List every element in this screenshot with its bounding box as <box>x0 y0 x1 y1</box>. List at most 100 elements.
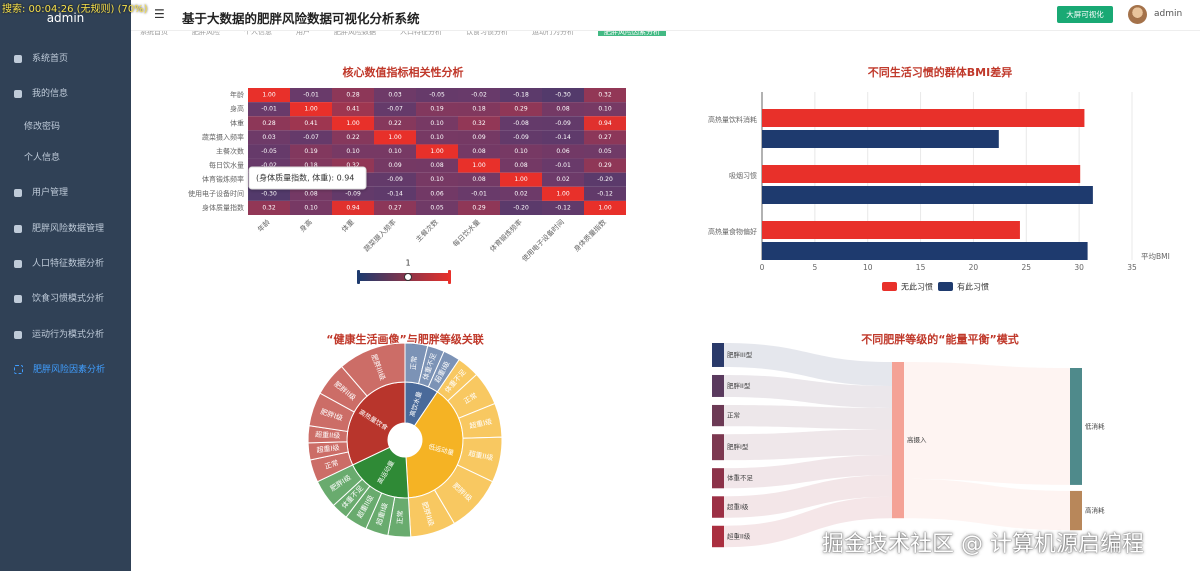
visual-map-max: 1 <box>405 259 410 268</box>
app-title: 基于大数据的肥胖风险数据可视化分析系统 <box>182 11 420 26</box>
cell-label: -0.01 <box>261 106 277 113</box>
legend-label: 无此习惯 <box>901 282 933 292</box>
sankey-node <box>712 404 724 427</box>
x-axis-label: 体重 <box>340 217 356 233</box>
sankey-node <box>712 468 724 489</box>
sankey-link <box>724 429 892 461</box>
heatmap-cell <box>458 158 500 173</box>
x-axis-label: 使用电子设备时间 <box>520 217 566 263</box>
heatmap-cell <box>416 144 458 159</box>
cell-label: 0.18 <box>472 106 486 113</box>
cell-label: 0.18 <box>304 162 318 169</box>
visual-map-end <box>357 270 360 284</box>
cell-label: 0.08 <box>514 162 528 169</box>
submenu-item[interactable]: 个人信息 <box>0 141 131 175</box>
sankey-node <box>712 496 724 518</box>
bar <box>762 130 999 148</box>
heatmap-cell <box>332 130 374 145</box>
y-tick-label: 高热量食物偏好 <box>708 227 757 236</box>
legend-label: 有此习惯 <box>957 282 989 292</box>
heatmap-cell <box>542 172 584 187</box>
cell-label: 0.94 <box>598 120 612 127</box>
heatmap-cell <box>248 102 290 117</box>
heatmap-cell <box>458 116 500 131</box>
cell-label: -0.30 <box>555 92 571 99</box>
cell-label: -0.09 <box>513 134 529 141</box>
menu-item[interactable]: 我的信息 <box>0 77 131 111</box>
sankey-link <box>724 496 892 548</box>
tab[interactable]: 饮食习惯分析 <box>466 28 508 36</box>
cell-label: 0.08 <box>472 176 486 183</box>
tab[interactable]: 肥胖风险因素分析 <box>598 28 666 36</box>
heatmap-cell <box>584 144 626 159</box>
y-axis-label: 体育锻炼频率 <box>202 175 244 184</box>
heatmap-cell <box>416 186 458 201</box>
heatmap-cell <box>458 186 500 201</box>
heatmap-cell <box>458 102 500 117</box>
sankey-node-label: 正常 <box>727 411 740 420</box>
cell-label: -0.09 <box>345 190 361 197</box>
cell-label: -0.01 <box>555 162 571 169</box>
heatmap-cell <box>374 186 416 201</box>
y-axis-label: 蔬菜摄入频率 <box>202 132 244 141</box>
menu-item[interactable]: 系统首页 <box>0 42 131 76</box>
bar <box>762 109 1085 127</box>
sankey-node-label: 体重不足 <box>727 473 754 482</box>
menu-item[interactable]: 人口特征数据分析 <box>0 247 131 281</box>
heatmap-cell <box>500 144 542 159</box>
menu-item[interactable]: 肥胖风险数据管理 <box>0 212 131 246</box>
y-tick-label: 高热量饮料消耗 <box>708 115 757 124</box>
bar <box>762 186 1093 204</box>
menu-item[interactable]: 饮食习惯模式分析 <box>0 282 131 316</box>
y-tick-label: 吸烟习惯 <box>729 171 757 180</box>
heatmap-cell <box>542 88 584 103</box>
user-name[interactable]: admin <box>1154 9 1183 19</box>
sidebar: admin 系统首页 我的信息 修改密码 个人信息 用户管理 肥胖风险数据管理 … <box>0 0 131 571</box>
tab[interactable]: 用户 <box>296 28 310 36</box>
menu-item[interactable]: 运动行为模式分析 <box>0 318 131 352</box>
cell-label: 0.08 <box>430 162 444 169</box>
cell-label: -0.12 <box>597 190 613 197</box>
tab[interactable]: 系统首页 <box>140 28 168 36</box>
sankey-link <box>904 362 1070 485</box>
heatmap-cell <box>332 116 374 131</box>
sankey-node <box>1070 368 1082 485</box>
chart-title: 不同生活习惯的群体BMI差异 <box>868 65 1012 79</box>
cell-label: 1.00 <box>472 162 486 169</box>
cell-label: 0.32 <box>346 162 360 169</box>
y-axis-label: 身体质量指数 <box>202 203 244 212</box>
tab[interactable]: 运动行为分析 <box>532 28 574 36</box>
sunburst-outer <box>340 342 406 397</box>
heatmap-cell <box>458 200 500 215</box>
heatmap-cell <box>374 144 416 159</box>
cell-label: 1.00 <box>430 148 444 155</box>
sunburst-label: 超重I级 <box>316 443 340 455</box>
tab[interactable]: 肥胖风险 <box>192 28 220 36</box>
cell-label: -0.08 <box>513 120 529 127</box>
cell-label: -0.09 <box>387 176 403 183</box>
sankey-node-label: 低消耗 <box>1085 421 1105 430</box>
tooltip-text: (身体质量指数, 体重): 0.94 <box>256 173 354 183</box>
heatmap-cell <box>416 88 458 103</box>
heatmap-cell <box>248 144 290 159</box>
avatar[interactable] <box>1128 5 1147 24</box>
sankey-node-label: 高摄入 <box>907 435 927 444</box>
heatmap-cell <box>416 102 458 117</box>
menu-item[interactable]: 用户管理 <box>0 176 131 210</box>
menu-label: 系统首页 <box>32 54 69 64</box>
cell-label: 0.10 <box>346 148 360 155</box>
tab[interactable]: 人口特征分析 <box>400 28 442 36</box>
menu-toggle[interactable]: ☰ <box>154 7 165 21</box>
heatmap-cell <box>374 88 416 103</box>
submenu-item[interactable]: 修改密码 <box>0 110 131 144</box>
cell-label: 0.06 <box>556 148 570 155</box>
tab[interactable]: 个人信息 <box>244 28 272 36</box>
tooltip-box <box>248 166 367 190</box>
big-screen-button[interactable]: 大屏可视化 <box>1057 6 1113 23</box>
menu-item[interactable]: 肥胖风险因素分析 <box>0 353 131 387</box>
tab[interactable]: 肥胖风险数据 <box>334 28 376 36</box>
sankey-node <box>712 525 724 548</box>
cell-label: -0.01 <box>303 92 319 99</box>
heatmap-cell <box>248 88 290 103</box>
